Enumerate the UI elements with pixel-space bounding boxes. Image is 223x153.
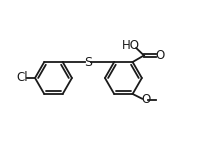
Text: Cl: Cl [17, 71, 28, 84]
Text: HO: HO [122, 39, 140, 52]
Text: S: S [85, 56, 93, 69]
Text: O: O [156, 49, 165, 62]
Text: O: O [141, 93, 150, 106]
